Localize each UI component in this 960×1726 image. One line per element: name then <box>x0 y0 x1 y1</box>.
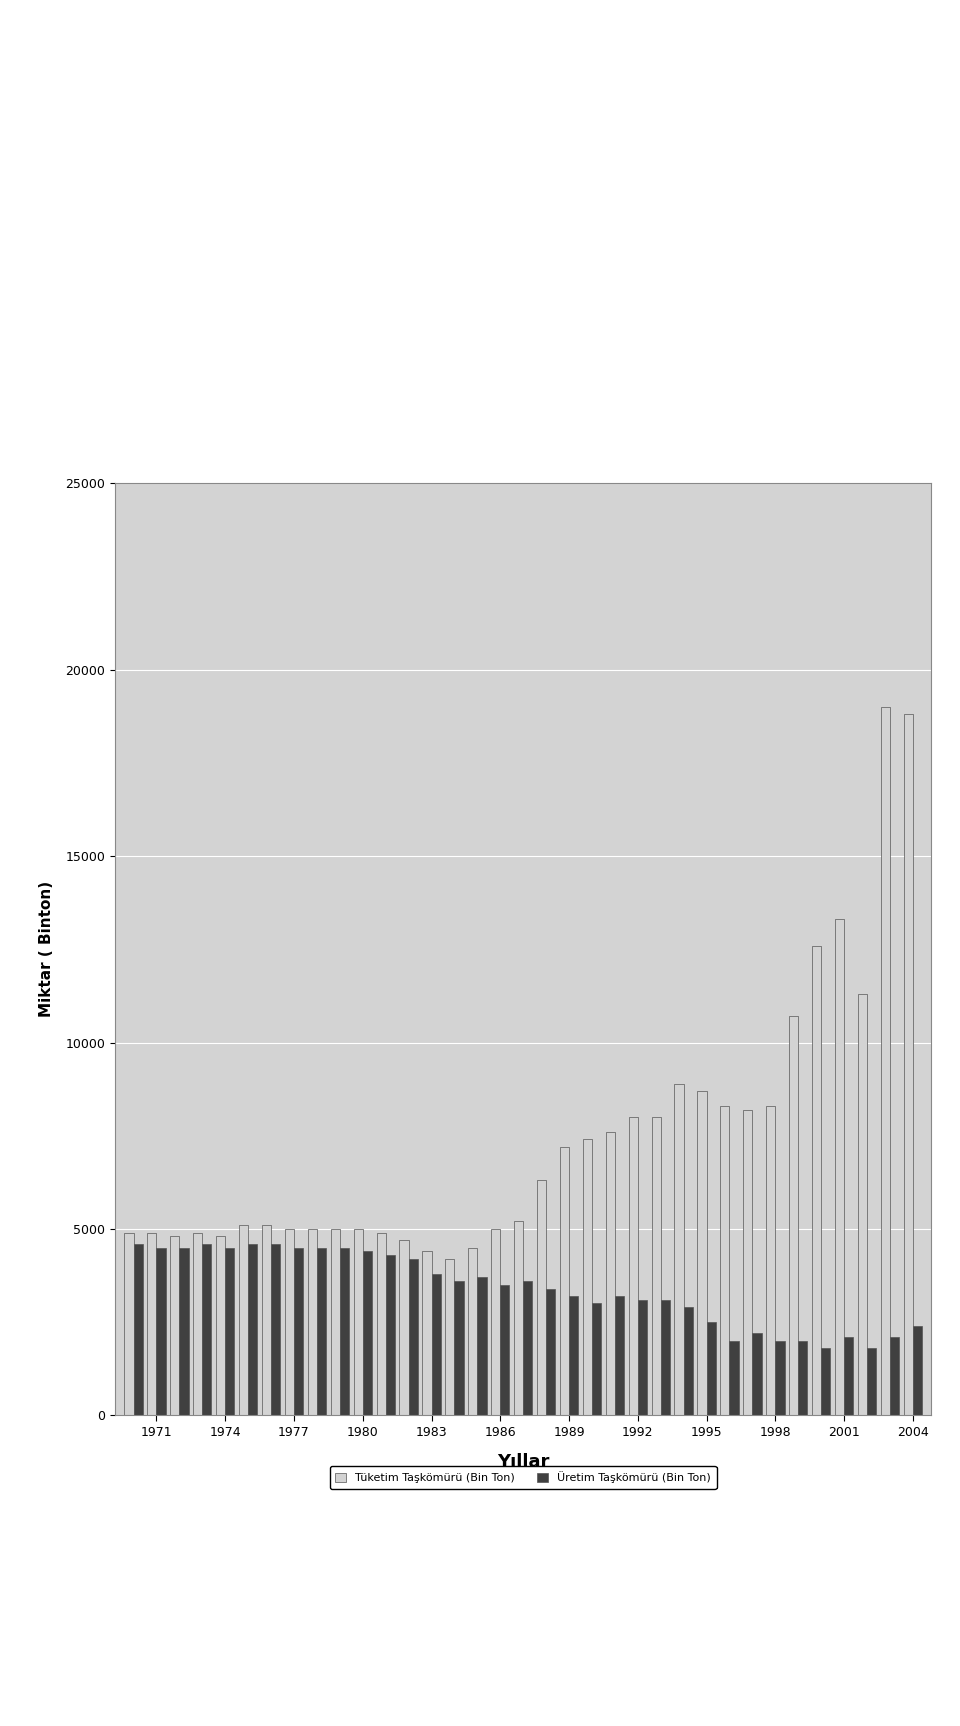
Bar <box>753 1332 761 1415</box>
Bar <box>606 1132 615 1415</box>
Bar <box>652 1117 660 1415</box>
Bar <box>180 1248 188 1415</box>
Bar <box>835 920 844 1415</box>
Bar <box>707 1322 716 1415</box>
Bar <box>170 1236 180 1415</box>
Bar <box>147 1232 156 1415</box>
Bar <box>445 1258 454 1415</box>
Bar <box>294 1248 303 1415</box>
Bar <box>468 1248 477 1415</box>
Bar <box>409 1258 418 1415</box>
Bar <box>799 1341 807 1415</box>
Bar <box>125 1232 133 1415</box>
Bar <box>537 1181 546 1415</box>
Bar <box>226 1248 234 1415</box>
Bar <box>514 1222 523 1415</box>
Bar <box>697 1091 707 1415</box>
Bar <box>262 1225 271 1415</box>
Bar <box>500 1284 510 1415</box>
X-axis label: Yıllar: Yıllar <box>497 1453 549 1471</box>
Bar <box>431 1274 441 1415</box>
Bar <box>867 1348 876 1415</box>
Bar <box>399 1239 409 1415</box>
Bar <box>203 1244 211 1415</box>
Bar <box>523 1281 533 1415</box>
Bar <box>454 1281 464 1415</box>
Bar <box>858 994 867 1415</box>
Bar <box>720 1106 730 1415</box>
Bar <box>776 1341 784 1415</box>
Bar <box>216 1236 226 1415</box>
Bar <box>615 1296 624 1415</box>
Bar <box>239 1225 248 1415</box>
Bar <box>477 1277 487 1415</box>
Bar <box>660 1300 670 1415</box>
Bar <box>684 1307 693 1415</box>
Bar <box>812 946 821 1415</box>
Bar <box>308 1229 317 1415</box>
Bar <box>546 1289 555 1415</box>
Bar <box>376 1232 386 1415</box>
Bar <box>629 1117 637 1415</box>
Bar <box>730 1341 738 1415</box>
Bar <box>353 1229 363 1415</box>
Bar <box>363 1251 372 1415</box>
Bar <box>569 1296 578 1415</box>
Bar <box>766 1106 776 1415</box>
Bar <box>880 708 890 1415</box>
Bar <box>271 1244 280 1415</box>
Bar <box>592 1303 601 1415</box>
Bar <box>890 1338 900 1415</box>
Bar <box>844 1338 853 1415</box>
Bar <box>133 1244 143 1415</box>
Bar <box>675 1084 684 1415</box>
Bar <box>743 1110 753 1415</box>
Bar <box>821 1348 830 1415</box>
Bar <box>248 1244 257 1415</box>
Bar <box>386 1255 395 1415</box>
Bar <box>903 715 913 1415</box>
Bar <box>583 1139 592 1415</box>
Bar <box>422 1251 431 1415</box>
Bar <box>340 1248 349 1415</box>
Bar <box>193 1232 203 1415</box>
Bar <box>330 1229 340 1415</box>
Bar <box>637 1300 647 1415</box>
Bar <box>317 1248 326 1415</box>
Legend: Tüketim Taşkömürü (Bin Ton), Üretim Taşkömürü (Bin Ton): Tüketim Taşkömürü (Bin Ton), Üretim Taşk… <box>330 1465 716 1490</box>
Bar <box>492 1229 500 1415</box>
Bar <box>285 1229 294 1415</box>
Bar <box>913 1326 922 1415</box>
Bar <box>789 1017 799 1415</box>
Y-axis label: Miktar ( Binton): Miktar ( Binton) <box>39 882 55 1017</box>
Bar <box>560 1146 569 1415</box>
Bar <box>156 1248 166 1415</box>
